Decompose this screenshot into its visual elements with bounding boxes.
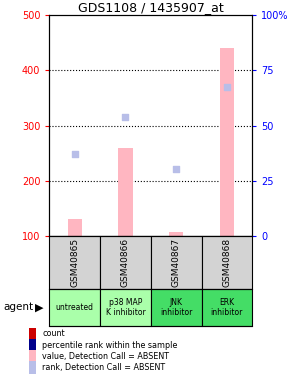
Bar	[118, 148, 133, 236]
Point	[72, 152, 77, 157]
Bar	[220, 48, 234, 236]
Text: GSM40868: GSM40868	[222, 238, 231, 287]
Bar	[202, 289, 252, 326]
Title: GDS1108 / 1435907_at: GDS1108 / 1435907_at	[78, 1, 224, 14]
Point	[174, 166, 179, 172]
Text: GSM40867: GSM40867	[172, 238, 181, 287]
Bar	[68, 219, 82, 236]
Bar	[169, 232, 183, 236]
Text: rank, Detection Call = ABSENT: rank, Detection Call = ABSENT	[42, 363, 165, 372]
Text: JNK
inhibitor: JNK inhibitor	[160, 298, 192, 317]
Bar	[49, 236, 100, 289]
Text: p38 MAP
K inhibitor: p38 MAP K inhibitor	[106, 298, 145, 317]
Bar	[100, 236, 151, 289]
Bar	[49, 289, 100, 326]
Bar	[100, 289, 151, 326]
Text: GSM40865: GSM40865	[70, 238, 79, 287]
Text: agent: agent	[3, 303, 33, 312]
Text: untreated: untreated	[56, 303, 94, 312]
Text: ▶: ▶	[35, 303, 43, 312]
Text: percentile rank within the sample: percentile rank within the sample	[42, 340, 177, 350]
Bar	[202, 236, 252, 289]
Text: ERK
inhibitor: ERK inhibitor	[211, 298, 243, 317]
Bar	[151, 236, 202, 289]
Text: value, Detection Call = ABSENT: value, Detection Call = ABSENT	[42, 352, 169, 361]
Text: count: count	[42, 329, 65, 338]
Bar	[151, 289, 202, 326]
Text: GSM40866: GSM40866	[121, 238, 130, 287]
Point	[123, 114, 128, 120]
Point	[224, 84, 229, 90]
